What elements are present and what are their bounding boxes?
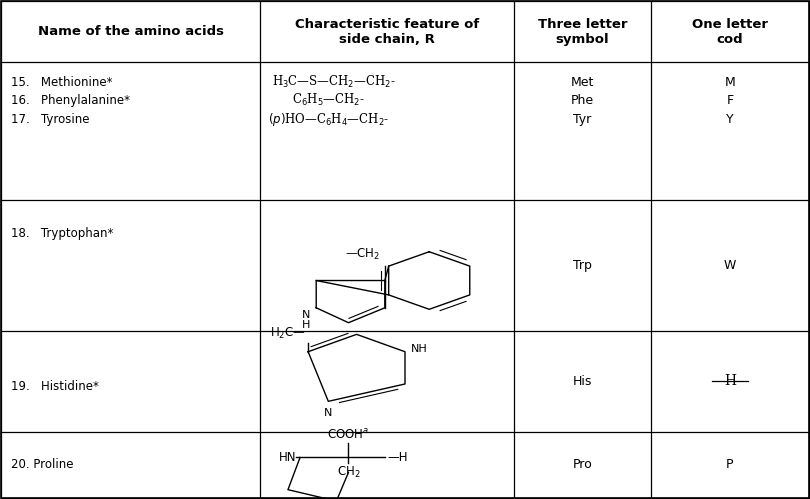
Text: —CH$_2$: —CH$_2$ (345, 247, 381, 261)
Text: His: His (573, 375, 592, 388)
Text: HN: HN (279, 451, 296, 464)
Text: Three letter
symbol: Three letter symbol (538, 17, 627, 45)
Text: H$_2$C—: H$_2$C— (270, 326, 305, 341)
Text: Trp: Trp (573, 259, 592, 272)
Text: W: W (723, 259, 736, 272)
Text: N: N (302, 310, 310, 320)
Text: Y: Y (726, 113, 734, 126)
Text: F: F (727, 94, 734, 107)
Text: 16.   Phenylalanine*: 16. Phenylalanine* (11, 94, 130, 107)
Text: H: H (724, 374, 736, 389)
Text: One letter
cod: One letter cod (692, 17, 768, 45)
Text: Tyr: Tyr (573, 113, 592, 126)
Text: COOH$^a$: COOH$^a$ (327, 428, 369, 442)
Text: H: H (302, 320, 310, 330)
Text: M: M (724, 76, 735, 89)
Text: C$_6$H$_5$—CH$_2$-: C$_6$H$_5$—CH$_2$- (292, 92, 364, 108)
Text: Name of the amino acids: Name of the amino acids (37, 25, 224, 38)
Text: 15.   Methionine*: 15. Methionine* (11, 76, 113, 89)
Text: $(p)$HO—C$_6$H$_4$—CH$_2$-: $(p)$HO—C$_6$H$_4$—CH$_2$- (268, 111, 389, 128)
Text: 17.   Tyrosine: 17. Tyrosine (11, 113, 90, 126)
Text: NH: NH (411, 344, 428, 354)
Text: Met: Met (571, 76, 595, 89)
Text: —H: —H (387, 451, 407, 464)
Text: Characteristic feature of
side chain, R: Characteristic feature of side chain, R (295, 17, 479, 45)
Text: 19.   Histidine*: 19. Histidine* (11, 380, 99, 393)
Text: Pro: Pro (573, 458, 592, 471)
Text: 18.   Tryptophan*: 18. Tryptophan* (11, 227, 113, 240)
Text: 20. Proline: 20. Proline (11, 458, 74, 471)
Text: Phe: Phe (571, 94, 595, 107)
Text: H$_3$C—S—CH$_2$—CH$_2$-: H$_3$C—S—CH$_2$—CH$_2$- (272, 74, 395, 90)
Text: CH$_2$: CH$_2$ (337, 465, 360, 480)
Text: N: N (324, 408, 332, 418)
Text: P: P (726, 458, 734, 471)
